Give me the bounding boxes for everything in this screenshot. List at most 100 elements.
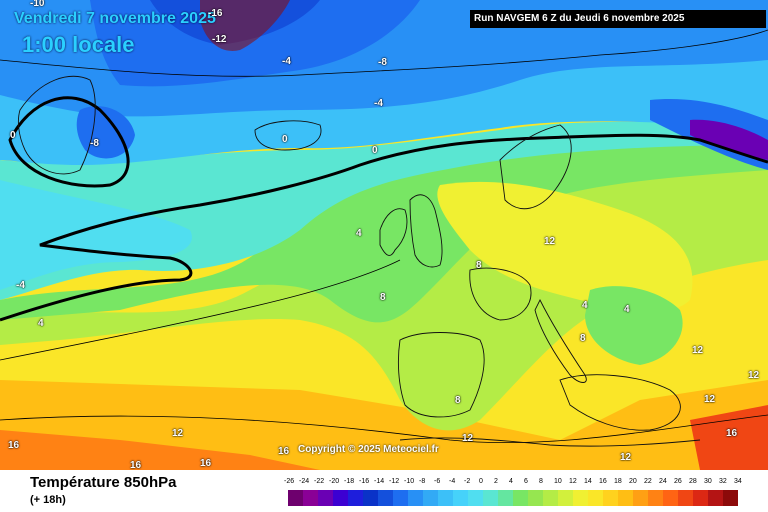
temperature-map: Vendredi 7 novembre 2025 1:00 locale Run… [0, 0, 768, 470]
legend-swatch [378, 490, 393, 506]
legend-tick-label: 10 [554, 478, 562, 485]
legend-swatch [288, 490, 303, 506]
contour-label: 16 [278, 446, 290, 457]
contour-label: -4 [16, 280, 25, 291]
isotherm-0 [0, 133, 768, 322]
coastlines [17, 75, 701, 447]
contour-label: 0 [10, 130, 16, 141]
legend-tick-label: 12 [569, 478, 577, 485]
contour-label: 8 [380, 292, 386, 303]
legend-swatch [543, 490, 558, 506]
isotherm-minus4 [0, 29, 768, 77]
field-yellow-pool [437, 181, 693, 312]
isotherm-4 [0, 259, 401, 361]
contour-label: -8 [90, 138, 99, 149]
contour-label: 16 [200, 458, 212, 469]
legend-tick-label: -18 [344, 478, 355, 485]
legend-tick-label: -26 [284, 478, 295, 485]
legend-swatch [483, 490, 498, 506]
map-footer: Température 850hPa (+ 18h) -26 -24 -22 -20-… [0, 470, 768, 512]
field-orange-deep [0, 430, 320, 470]
field-red-southeast [690, 405, 768, 470]
legend-tick-label: 30 [704, 478, 712, 485]
legend-tick-label: 32 [719, 478, 727, 485]
contour-label: 0 [282, 134, 288, 145]
legend-tick-labels: -26 -24 -22 -20 -18 -16 -14 -12 -10 -8 -6 -4 -2 0 2 4 6 8… [282, 478, 752, 488]
greenland-relief [200, 0, 290, 51]
field-cyan-band [0, 121, 768, 300]
legend-tick-label: -20 [329, 478, 340, 485]
field-orange-south [0, 380, 768, 470]
legend-swatch [438, 490, 453, 506]
legend-swatch [393, 490, 408, 506]
legend-tick-label: 20 [629, 478, 637, 485]
legend-tick-label: -22 [314, 478, 325, 485]
coast-iberia [397, 332, 485, 418]
legend-tick-label: -16 [359, 478, 370, 485]
legend-tick-label: 2 [494, 478, 498, 485]
legend-color-bar [282, 490, 752, 506]
legend-tick-label: 0 [479, 478, 483, 485]
contour-label: 12 [704, 394, 716, 405]
contour-label: -16 [208, 8, 223, 19]
contour-label: 4 [356, 228, 362, 239]
legend-swatch [678, 490, 693, 506]
coast-ireland [379, 208, 408, 256]
legend-tick-label: 16 [599, 478, 607, 485]
legend-swatch [573, 490, 588, 506]
legend-swatch [348, 490, 363, 506]
legend-swatch [498, 490, 513, 506]
isotherm-0-cell [8, 96, 130, 188]
legend-tick-label: 14 [584, 478, 592, 485]
model-run-banner: Run NAVGEM 6 Z du Jeudi 6 novembre 2025 [470, 10, 766, 28]
coast-greece-turkey [559, 374, 681, 431]
contour-label: 16 [130, 460, 142, 470]
legend-tick-label: 24 [659, 478, 667, 485]
contour-label: 12 [172, 428, 184, 439]
coast-italy [534, 298, 587, 383]
contour-label: -4 [374, 98, 383, 109]
contour-label: 8 [580, 333, 586, 344]
contour-label: 16 [8, 440, 20, 451]
legend-tick-label: 28 [689, 478, 697, 485]
temperature-field [0, 0, 768, 470]
coast-britain [409, 194, 443, 268]
contour-label: 4 [624, 304, 630, 315]
legend-swatch [528, 490, 543, 506]
contour-label: -10 [30, 0, 45, 9]
legend-swatch [663, 490, 678, 506]
legend-swatch [513, 490, 528, 506]
legend-swatch [588, 490, 603, 506]
forecast-time: 1:00 locale [22, 32, 135, 57]
legend-tick-label: -8 [419, 478, 426, 485]
legend-swatch [408, 490, 423, 506]
field-green-band [0, 140, 768, 323]
field-cyan-tongue [0, 180, 192, 290]
isotherm-12 [0, 414, 768, 444]
legend-tick-label: 26 [674, 478, 682, 485]
contour-label: 12 [544, 236, 556, 247]
legend-tick-label: -14 [374, 478, 385, 485]
legend-swatch [468, 490, 483, 506]
parameter-title: Température 850hPa [30, 474, 177, 491]
coast-france [469, 267, 532, 321]
contour-label: 0 [372, 145, 378, 156]
coast-greenland-south [17, 75, 96, 175]
contour-label: 4 [582, 300, 588, 311]
legend-tick-label: 6 [524, 478, 528, 485]
contour-label: -4 [282, 56, 291, 67]
contour-label: 12 [620, 452, 632, 463]
legend-swatch [648, 490, 663, 506]
color-scale-legend: -26 -24 -22 -20 -18 -16 -14 -12 -10 -8 -6 -4 -2 0 2 4 6 8… [282, 478, 752, 506]
contour-label: 4 [38, 318, 44, 329]
legend-tick-label: -6 [434, 478, 441, 485]
legend-swatch [708, 490, 723, 506]
legend-tick-label: -12 [389, 478, 400, 485]
legend-swatch [723, 490, 738, 506]
field-purple-russia [690, 119, 768, 160]
contour-label: 8 [476, 260, 482, 271]
legend-swatch [618, 490, 633, 506]
legend-tick-label: 4 [509, 478, 513, 485]
contour-label: 12 [748, 370, 760, 381]
legend-tick-label: -2 [464, 478, 471, 485]
